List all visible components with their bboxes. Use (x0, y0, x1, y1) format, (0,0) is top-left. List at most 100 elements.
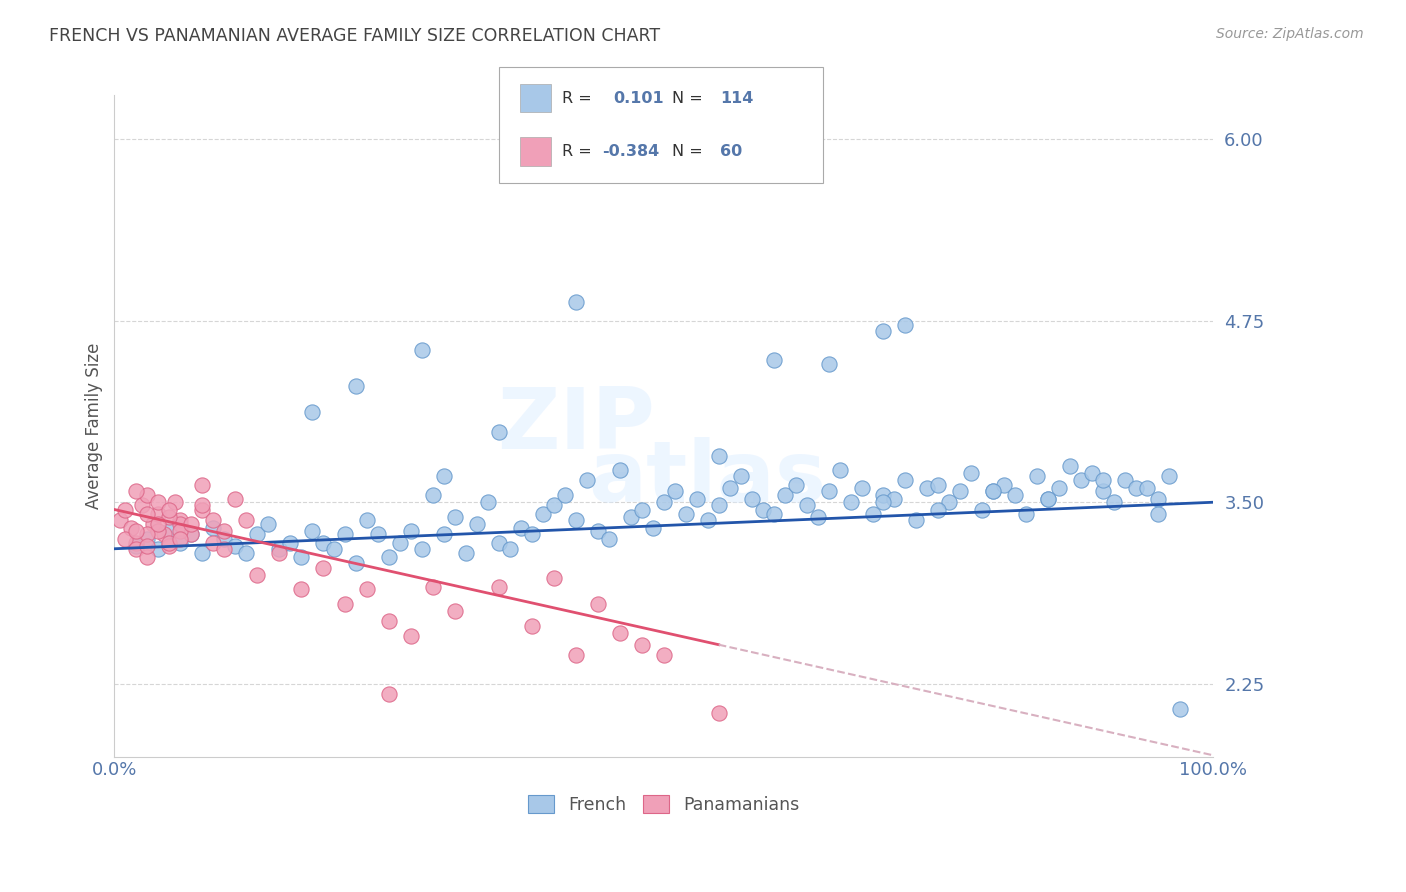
Point (686, 492, 709, 507)
Point (465, 517, 488, 532)
Point (652, 495, 675, 509)
Point (520, 527, 543, 541)
Text: N =: N = (672, 145, 703, 159)
Point (191, 502, 214, 516)
Point (894, 474, 917, 488)
Point (191, 498, 214, 512)
Point (422, 488, 444, 502)
Point (191, 478, 214, 492)
Text: R =: R = (562, 145, 592, 159)
Point (142, 517, 165, 532)
Point (367, 527, 389, 541)
Point (927, 502, 949, 516)
Point (399, 524, 422, 539)
Text: Source: ZipAtlas.com: Source: ZipAtlas.com (1216, 27, 1364, 41)
Point (817, 357, 839, 371)
Point (983, 483, 1005, 498)
Point (785, 478, 807, 492)
Point (707, 449, 730, 463)
Point (202, 536, 225, 550)
Point (762, 352, 785, 367)
Point (278, 536, 301, 550)
Point (169, 513, 191, 527)
Point (378, 550, 401, 565)
Point (191, 546, 214, 560)
Point (609, 626, 631, 640)
Point (1114, 474, 1136, 488)
Point (433, 527, 456, 541)
Legend: French, Panamanians: French, Panamanians (522, 788, 807, 821)
Point (488, 536, 510, 550)
Point (862, 507, 884, 521)
Point (983, 483, 1005, 498)
Point (938, 495, 960, 509)
Point (1168, 701, 1191, 715)
Point (125, 536, 148, 550)
Point (454, 546, 477, 560)
Point (1026, 469, 1049, 483)
Point (136, 527, 159, 541)
Point (157, 524, 180, 539)
Point (972, 502, 994, 516)
Point (565, 294, 588, 309)
Point (1159, 469, 1181, 483)
Point (344, 556, 367, 570)
Point (949, 483, 972, 498)
Point (1092, 474, 1115, 488)
Point (773, 488, 796, 502)
Point (741, 492, 763, 507)
Point (153, 527, 176, 541)
Point (378, 615, 401, 629)
Point (180, 517, 202, 532)
Point (148, 495, 170, 509)
Point (1147, 492, 1170, 507)
Point (1047, 481, 1070, 495)
Point (136, 550, 159, 565)
Point (927, 478, 949, 492)
Point (718, 481, 741, 495)
Text: 0.101: 0.101 (613, 91, 664, 105)
Point (796, 498, 818, 512)
Point (411, 541, 433, 556)
Point (851, 481, 873, 495)
Point (575, 474, 598, 488)
Point (120, 521, 142, 535)
Point (444, 604, 467, 618)
Point (235, 513, 257, 527)
Point (246, 568, 269, 582)
Point (136, 488, 159, 502)
Point (565, 648, 588, 662)
Point (290, 550, 312, 565)
Point (169, 536, 191, 550)
Point (214, 541, 236, 556)
Point (872, 324, 894, 338)
Point (169, 532, 191, 546)
Point (312, 560, 335, 574)
Point (806, 509, 828, 524)
Point (136, 532, 159, 546)
Point (828, 463, 851, 477)
Point (1092, 483, 1115, 498)
Point (312, 536, 335, 550)
Text: -0.384: -0.384 (602, 145, 659, 159)
Point (125, 524, 148, 539)
Point (520, 619, 543, 633)
Point (565, 513, 588, 527)
Point (1070, 474, 1092, 488)
Point (905, 513, 928, 527)
Point (872, 495, 894, 509)
Point (378, 687, 401, 701)
Point (125, 483, 148, 498)
Point (148, 541, 170, 556)
Point (543, 498, 565, 512)
Point (609, 463, 631, 477)
Point (301, 524, 323, 539)
Point (543, 571, 565, 585)
Point (675, 507, 697, 521)
Point (652, 164, 675, 178)
Point (696, 513, 718, 527)
Point (641, 521, 664, 535)
Point (707, 706, 730, 720)
Point (344, 379, 367, 393)
Text: N =: N = (672, 91, 703, 105)
